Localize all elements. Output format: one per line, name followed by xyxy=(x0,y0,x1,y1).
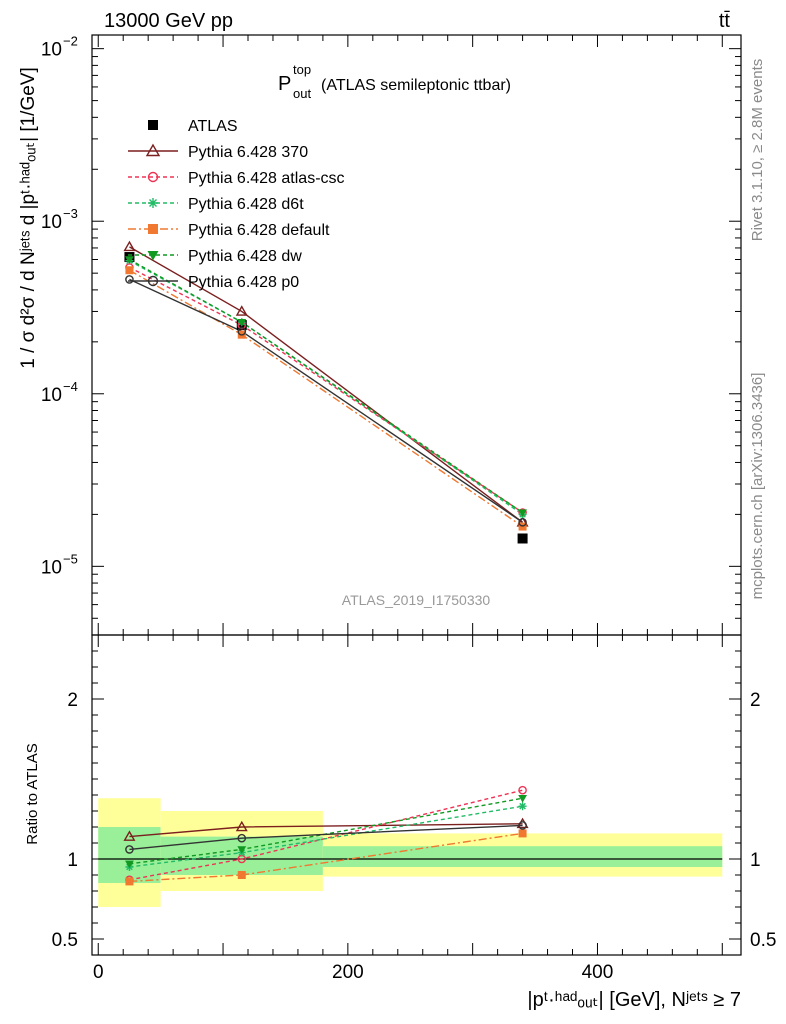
legend-label-pythia-6-428-atlas-csc: Pythia 6.428 atlas-csc xyxy=(188,170,345,187)
ratio-series-markers xyxy=(123,785,529,886)
ratio-line-pythia-6-428-p0 xyxy=(129,824,523,851)
legend-marker-pythia-6-428-dw xyxy=(147,251,159,261)
main-line-pythia-6-428-default xyxy=(129,269,523,528)
main-y-tick-label: 10 xyxy=(41,212,62,233)
ratio-point-pythia-6-428-dw xyxy=(518,795,527,803)
ratio-line-pythia-6-428-atlas-csc xyxy=(129,789,523,881)
main-y-tick-label: 10 xyxy=(41,385,62,406)
x-tick-label: 0 xyxy=(93,962,104,983)
plot-title-rest: (ATLAS semileptonic ttbar) xyxy=(321,77,511,94)
main-x-ticks xyxy=(97,35,723,635)
main-line-pythia-6-428-370 xyxy=(129,246,524,523)
main-point-pythia-6-428-p0 xyxy=(237,327,247,336)
ratio-point-pythia-6-428-default xyxy=(125,877,134,886)
ratio-plot-panel: 0.5 0.5 1 1 2 2 0 200 400 xyxy=(52,634,776,983)
ratio-point-pythia-6-428-370 xyxy=(123,830,136,841)
ratio-y-axis: 0.5 0.5 1 1 2 2 xyxy=(52,634,776,956)
ratio-y-tick-label-left: 1 xyxy=(67,850,78,871)
ratio-uncertainty-bands xyxy=(98,798,723,907)
ratio-x-axis: 0 200 400 xyxy=(93,635,723,983)
plot-title-sup: top xyxy=(293,62,311,77)
main-point-pythia-6-428-default xyxy=(125,266,134,275)
ratio-point-pythia-6-428-370 xyxy=(235,820,248,832)
legend-label-pythia-6-428-370: Pythia 6.428 370 xyxy=(188,144,308,161)
x-tick-label: 400 xyxy=(582,962,614,983)
legend-marker-pythia-6-428-d6t xyxy=(148,198,158,208)
ratio-point-pythia-6-428-p0 xyxy=(518,821,527,830)
ratio-point-pythia-6-428-default xyxy=(237,871,246,879)
header-process: tt̄ xyxy=(719,10,731,32)
main-series-markers xyxy=(123,240,529,544)
legend-label-pythia-6-428-dw: Pythia 6.428 dw xyxy=(188,248,302,265)
ratio-point-pythia-6-428-d6t xyxy=(518,802,527,811)
legend-marker-atlas xyxy=(148,120,158,130)
main-point-pythia-6-428-dw xyxy=(125,256,134,264)
main-y-axis: 10−510−410−310−2 xyxy=(41,34,741,636)
ratio-y-tick-label-right: 1 xyxy=(750,850,761,871)
ratio-point-pythia-6-428-default xyxy=(518,829,527,838)
main-y-tick-exponent: −2 xyxy=(63,34,78,49)
plot-title: P top out (ATLAS semileptonic ttbar) xyxy=(278,62,511,101)
main-y-tick-exponent: −5 xyxy=(63,551,78,566)
legend-label-pythia-6-428-default: Pythia 6.428 default xyxy=(188,222,330,239)
mcplots-label: mcplots.cern.ch [arXiv:1306.3436] xyxy=(749,373,766,600)
ratio-y-axis-label: Ratio to ATLAS xyxy=(24,743,41,844)
main-line-pythia-6-428-p0 xyxy=(129,278,523,523)
plot-title-main: P xyxy=(278,73,291,95)
main-y-axis-label: 1 / σ d²σ / d Nʲᵉᵗˢ d |pᵗ·ʰᵃᵈₒᵤₜ| [1/GeV… xyxy=(18,67,39,368)
ratio-plot-frame xyxy=(91,634,742,956)
x-axis-label: |pᵗ·ʰᵃᵈₒᵤₜ| [GeV], Nʲᵉᵗˢ ≥ 7 xyxy=(527,989,741,1011)
ratio-y-tick-label-left: 0.5 xyxy=(52,930,78,951)
legend-label-atlas: ATLAS xyxy=(188,118,238,135)
x-tick-label: 200 xyxy=(332,962,364,983)
ratio-y-tick-label-right: 0.5 xyxy=(750,930,776,951)
main-line-pythia-6-428-d6t xyxy=(129,260,523,515)
main-point-pythia-6-428-dw xyxy=(518,509,527,517)
legend-label-pythia-6-428-p0: Pythia 6.428 p0 xyxy=(188,274,299,291)
main-point-pythia-6-428-370 xyxy=(123,240,136,252)
ratio-point-pythia-6-428-dw xyxy=(237,846,247,854)
ratio-point-pythia-6-428-p0 xyxy=(125,845,134,854)
ratio-point-pythia-6-428-dw xyxy=(125,860,134,869)
main-point-pythia-6-428-p0 xyxy=(125,275,134,284)
ratio-y-tick-label-left: 2 xyxy=(67,690,78,711)
main-y-tick-label: 10 xyxy=(41,557,62,578)
main-y-tick-exponent: −4 xyxy=(63,379,78,394)
ratio-y-tick-label-right: 2 xyxy=(750,690,761,711)
main-point-atlas xyxy=(517,533,528,544)
ratio-point-pythia-6-428-p0 xyxy=(237,833,247,843)
main-point-pythia-6-428-p0 xyxy=(518,517,527,527)
main-point-pythia-6-428-370 xyxy=(235,305,248,316)
main-plot-panel: 10−510−410−310−2 xyxy=(41,34,742,636)
legend-marker-pythia-6-428-p0 xyxy=(147,275,159,287)
legend-marker-pythia-6-428-default xyxy=(148,224,158,234)
legend-marker-pythia-6-428-370 xyxy=(145,143,161,157)
ratio-band-inner xyxy=(322,846,723,867)
ratio-point-pythia-6-428-atlas-csc xyxy=(518,785,527,795)
main-y-tick-label: 10 xyxy=(41,40,62,61)
ratio-line-pythia-6-428-370 xyxy=(129,823,523,838)
legend: ATLAS Pythia 6.428 370 Pythia 6.428 atlas-… xyxy=(128,118,345,291)
header-energy: 13000 GeV pp xyxy=(104,10,233,32)
analysis-label: ATLAS_2019_I1750330 xyxy=(342,592,491,608)
main-y-tick-exponent: −3 xyxy=(63,206,78,221)
legend-label-pythia-6-428-d6t: Pythia 6.428 d6t xyxy=(188,196,304,213)
rivet-version-label: Rivet 3.1.10, ≥ 2.8M events xyxy=(749,59,766,242)
main-point-pythia-6-428-dw xyxy=(237,318,247,327)
plot-title-sub: out xyxy=(293,86,311,101)
legend-marker-pythia-6-428-atlas-csc xyxy=(147,171,159,183)
